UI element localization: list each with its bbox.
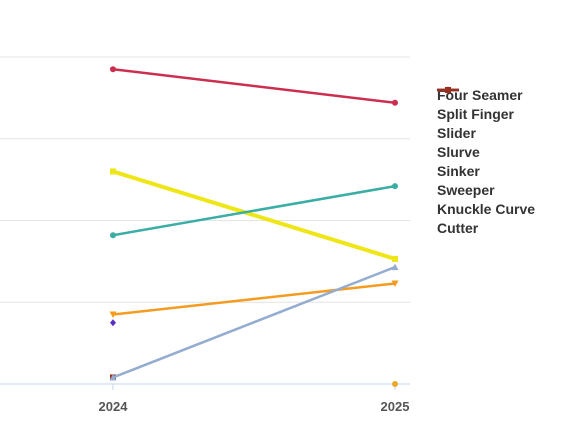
legend-label: Slider xyxy=(437,124,476,141)
legend-label: Sweeper xyxy=(437,181,495,198)
data-point[interactable] xyxy=(391,280,399,287)
series-split-finger xyxy=(110,183,398,239)
series-line[interactable] xyxy=(111,265,397,379)
series-knuckle-curve xyxy=(110,319,116,327)
legend-swatch-marker xyxy=(445,87,451,93)
series-line[interactable] xyxy=(111,68,397,105)
legend-swatch xyxy=(437,87,459,93)
data-point[interactable] xyxy=(110,66,116,73)
series-four-seamer xyxy=(110,66,398,106)
data-point[interactable] xyxy=(392,255,398,262)
data-point[interactable] xyxy=(391,263,399,271)
data-point[interactable] xyxy=(109,311,117,319)
series-slider xyxy=(110,168,398,262)
series-slurve xyxy=(109,263,399,381)
data-point[interactable] xyxy=(392,183,398,190)
data-point[interactable] xyxy=(110,232,116,239)
legend-item[interactable]: Sweeper xyxy=(437,87,535,199)
x-tick-label: 2024 xyxy=(99,399,129,414)
legend-label: Knuckle Curve xyxy=(437,200,536,217)
data-point[interactable] xyxy=(109,373,117,381)
data-point[interactable] xyxy=(110,319,116,327)
series-line[interactable] xyxy=(111,282,397,316)
series-sinker xyxy=(109,280,399,319)
legend-label: Sinker xyxy=(437,162,480,179)
legend-label: Split Finger xyxy=(437,105,514,122)
data-point[interactable] xyxy=(392,381,398,387)
legend-item[interactable]: Slurve xyxy=(437,86,535,161)
series-sweeper xyxy=(392,381,398,387)
legend-label: Slurve xyxy=(437,143,480,160)
legend-item[interactable]: Split Finger xyxy=(437,87,535,123)
chart-legend: Four Seamer Split Finger Slider Slurve Sinke… xyxy=(437,85,535,237)
legend-label: Cutter xyxy=(437,219,479,236)
x-tick-label: 2025 xyxy=(381,399,410,414)
legend-item[interactable]: Slider xyxy=(437,87,535,142)
data-point[interactable] xyxy=(110,168,116,175)
series-line[interactable] xyxy=(111,184,397,237)
series-line[interactable] xyxy=(111,169,397,261)
legend-item[interactable]: Sinker xyxy=(437,87,535,180)
legend-item[interactable]: Knuckle Curve xyxy=(437,86,536,218)
data-point[interactable] xyxy=(392,99,398,106)
legend-item[interactable]: Cutter xyxy=(437,87,535,237)
